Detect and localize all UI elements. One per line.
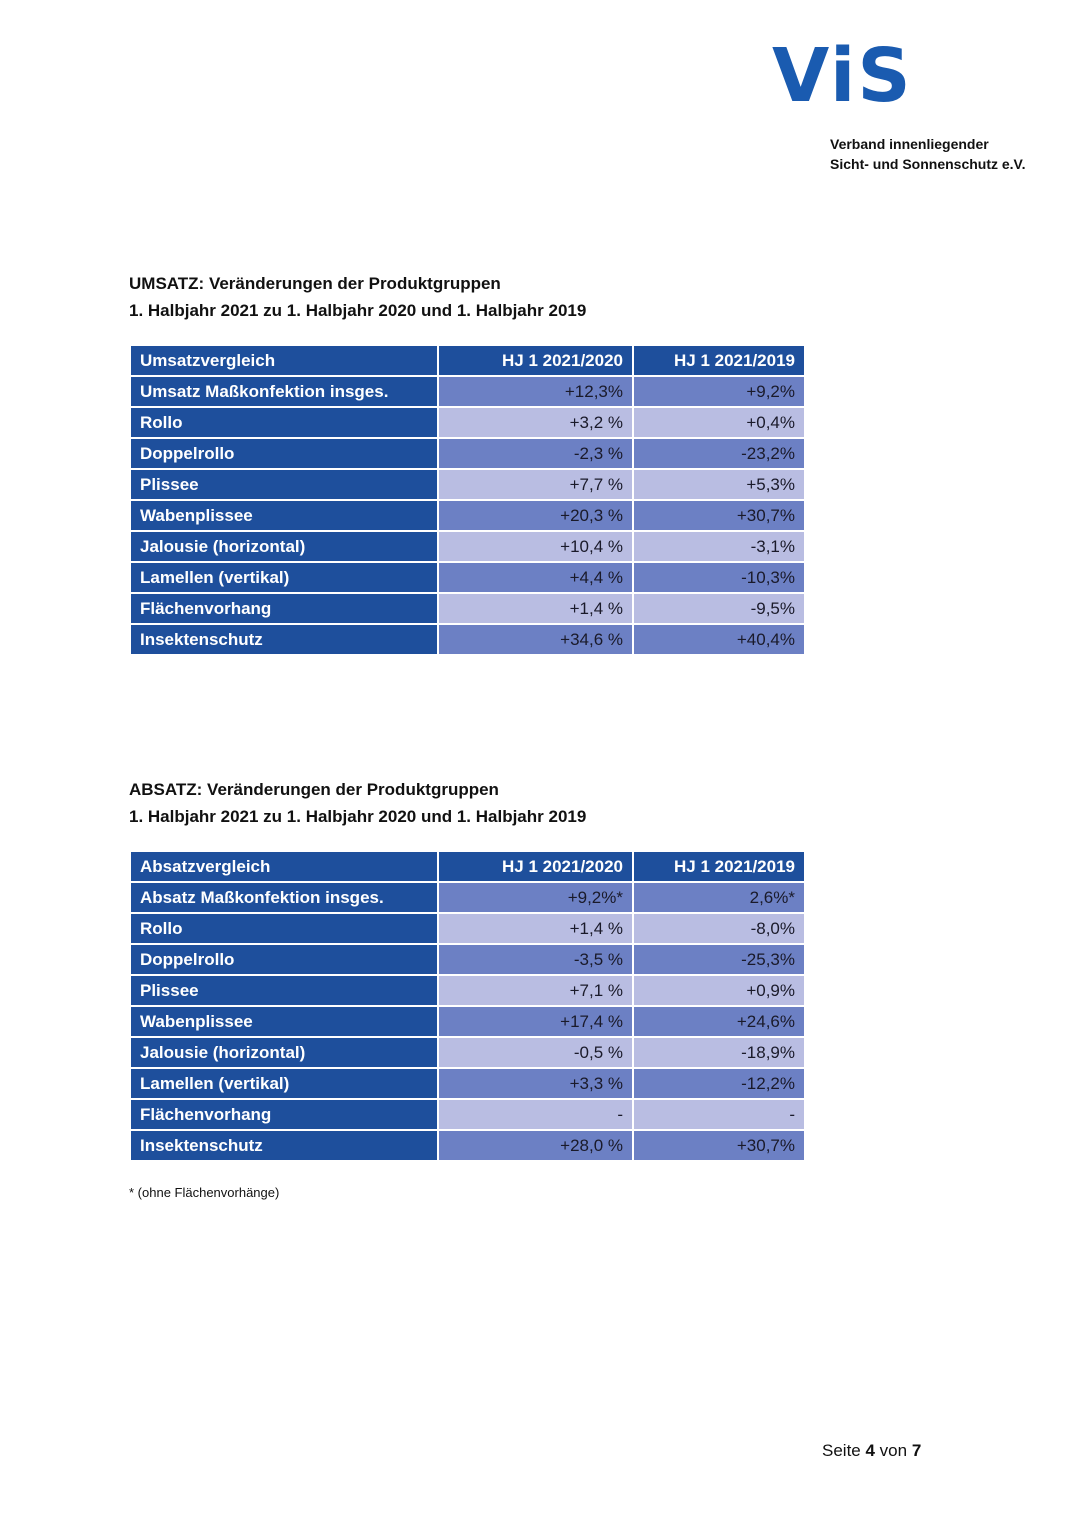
value-2021-2019: -9,5% xyxy=(632,592,806,625)
row-label: Doppelrollo xyxy=(129,943,439,976)
row-label: Absatz Maßkonfektion insges. xyxy=(129,881,439,914)
absatz-subtitle: 1. Halbjahr 2021 zu 1. Halbjahr 2020 und… xyxy=(129,807,587,826)
table-row: Flächenvorhang - - xyxy=(129,1098,806,1131)
column-header: HJ 1 2021/2020 xyxy=(437,344,634,377)
vis-logo: ViS Verband innenliegender Sicht- und So… xyxy=(772,33,1026,172)
row-label: Rollo xyxy=(129,406,439,439)
value-2021-2020: +1,4 % xyxy=(437,592,634,625)
value-2021-2020: +28,0 % xyxy=(437,1129,634,1162)
value-2021-2020: +7,1 % xyxy=(437,974,634,1007)
absatz-title: ABSATZ: Veränderungen der Produktgruppen xyxy=(129,780,499,799)
row-label: Wabenplissee xyxy=(129,1005,439,1038)
table-row: Umsatz Maßkonfektion insges. +12,3% +9,2… xyxy=(129,375,806,408)
row-label: Wabenplissee xyxy=(129,499,439,532)
table-row: Insektenschutz +28,0 % +30,7% xyxy=(129,1129,806,1162)
table-row: Wabenplissee +17,4 % +24,6% xyxy=(129,1005,806,1038)
page-current: 4 xyxy=(865,1441,875,1460)
table-row: Doppelrollo -2,3 % -23,2% xyxy=(129,437,806,470)
row-label: Plissee xyxy=(129,468,439,501)
page-total: 7 xyxy=(911,1441,922,1460)
column-header: Umsatzvergleich xyxy=(129,344,439,377)
logo-line-2: Sicht- und Sonnenschutz e.V. xyxy=(830,156,1026,172)
absatz-heading: ABSATZ: Veränderungen der Produktgruppen… xyxy=(129,776,586,830)
row-label: Rollo xyxy=(129,912,439,945)
header-row: Absatzvergleich HJ 1 2021/2020 HJ 1 2021/2… xyxy=(129,850,806,883)
value-2021-2020: +3,2 % xyxy=(437,406,634,439)
value-2021-2020: -2,3 % xyxy=(437,437,634,470)
footnote: * (ohne Flächenvorhänge) xyxy=(129,1185,280,1200)
row-label: Jalousie (horizontal) xyxy=(129,1036,439,1069)
page-prefix: Seite xyxy=(822,1441,866,1460)
page-number: Seite 4 von 7 xyxy=(822,1441,921,1461)
value-2021-2020: -3,5 % xyxy=(437,943,634,976)
umsatz-table: Umsatzvergleich HJ 1 2021/2020 HJ 1 2021/2… xyxy=(129,344,806,656)
row-label: Jalousie (horizontal) xyxy=(129,530,439,563)
value-2021-2020: -0,5 % xyxy=(437,1036,634,1069)
value-2021-2020: +12,3% xyxy=(437,375,634,408)
table-row: Lamellen (vertikal) +3,3 % -12,2% xyxy=(129,1067,806,1100)
value-2021-2020: +4,4 % xyxy=(437,561,634,594)
table-row: Plissee +7,1 % +0,9% xyxy=(129,974,806,1007)
row-label: Insektenschutz xyxy=(129,1129,439,1162)
column-header: HJ 1 2021/2020 xyxy=(437,850,634,883)
value-2021-2019: -8,0% xyxy=(632,912,806,945)
umsatz-title: UMSATZ: Veränderungen der Produktgruppen xyxy=(129,274,501,293)
value-2021-2020: +34,6 % xyxy=(437,623,634,656)
row-label: Insektenschutz xyxy=(129,623,439,656)
value-2021-2019: -25,3% xyxy=(632,943,806,976)
value-2021-2019: -3,1% xyxy=(632,530,806,563)
value-2021-2019: +30,7% xyxy=(632,499,806,532)
value-2021-2020: +7,7 % xyxy=(437,468,634,501)
column-header: Absatzvergleich xyxy=(129,850,439,883)
value-2021-2020: +20,3 % xyxy=(437,499,634,532)
table-row: Jalousie (horizontal) -0,5 % -18,9% xyxy=(129,1036,806,1069)
absatz-table: Absatzvergleich HJ 1 2021/2020 HJ 1 2021/2… xyxy=(129,850,806,1162)
table-row: Flächenvorhang +1,4 % -9,5% xyxy=(129,592,806,625)
row-label: Flächenvorhang xyxy=(129,592,439,625)
table-row: Doppelrollo -3,5 % -25,3% xyxy=(129,943,806,976)
value-2021-2019: -23,2% xyxy=(632,437,806,470)
table-row: Plissee +7,7 % +5,3% xyxy=(129,468,806,501)
value-2021-2020: +17,4 % xyxy=(437,1005,634,1038)
value-2021-2019: - xyxy=(632,1098,806,1131)
value-2021-2019: -12,2% xyxy=(632,1067,806,1100)
value-2021-2020: +10,4 % xyxy=(437,530,634,563)
page-middle: von xyxy=(874,1441,912,1460)
value-2021-2019: +0,9% xyxy=(632,974,806,1007)
value-2021-2019: 2,6%* xyxy=(632,881,806,914)
table-row: Wabenplissee +20,3 % +30,7% xyxy=(129,499,806,532)
row-label: Doppelrollo xyxy=(129,437,439,470)
row-label: Lamellen (vertikal) xyxy=(129,561,439,594)
logo-mark: ViS xyxy=(772,33,913,119)
value-2021-2019: +40,4% xyxy=(632,623,806,656)
value-2021-2020: +3,3 % xyxy=(437,1067,634,1100)
table-row: Insektenschutz +34,6 % +40,4% xyxy=(129,623,806,656)
value-2021-2019: +24,6% xyxy=(632,1005,806,1038)
value-2021-2019: +5,3% xyxy=(632,468,806,501)
table-row: Rollo +1,4 % -8,0% xyxy=(129,912,806,945)
value-2021-2020: - xyxy=(437,1098,634,1131)
column-header: HJ 1 2021/2019 xyxy=(632,344,806,377)
table-row: Jalousie (horizontal) +10,4 % -3,1% xyxy=(129,530,806,563)
value-2021-2019: +0,4% xyxy=(632,406,806,439)
umsatz-heading: UMSATZ: Veränderungen der Produktgruppen… xyxy=(129,270,586,324)
row-label: Umsatz Maßkonfektion insges. xyxy=(129,375,439,408)
umsatz-subtitle: 1. Halbjahr 2021 zu 1. Halbjahr 2020 und… xyxy=(129,301,587,320)
value-2021-2020: +9,2%* xyxy=(437,881,634,914)
logo-text: Verband innenliegender Sicht- und Sonnen… xyxy=(830,134,1026,174)
header-row: Umsatzvergleich HJ 1 2021/2020 HJ 1 2021/2… xyxy=(129,344,806,377)
table-row: Rollo +3,2 % +0,4% xyxy=(129,406,806,439)
table-row: Lamellen (vertikal) +4,4 % -10,3% xyxy=(129,561,806,594)
column-header: HJ 1 2021/2019 xyxy=(632,850,806,883)
table-row: Absatz Maßkonfektion insges. +9,2%* 2,6%… xyxy=(129,881,806,914)
value-2021-2019: +30,7% xyxy=(632,1129,806,1162)
value-2021-2020: +1,4 % xyxy=(437,912,634,945)
row-label: Flächenvorhang xyxy=(129,1098,439,1131)
value-2021-2019: -18,9% xyxy=(632,1036,806,1069)
row-label: Plissee xyxy=(129,974,439,1007)
value-2021-2019: +9,2% xyxy=(632,375,806,408)
logo-line-1: Verband innenliegender xyxy=(830,136,989,152)
row-label: Lamellen (vertikal) xyxy=(129,1067,439,1100)
value-2021-2019: -10,3% xyxy=(632,561,806,594)
